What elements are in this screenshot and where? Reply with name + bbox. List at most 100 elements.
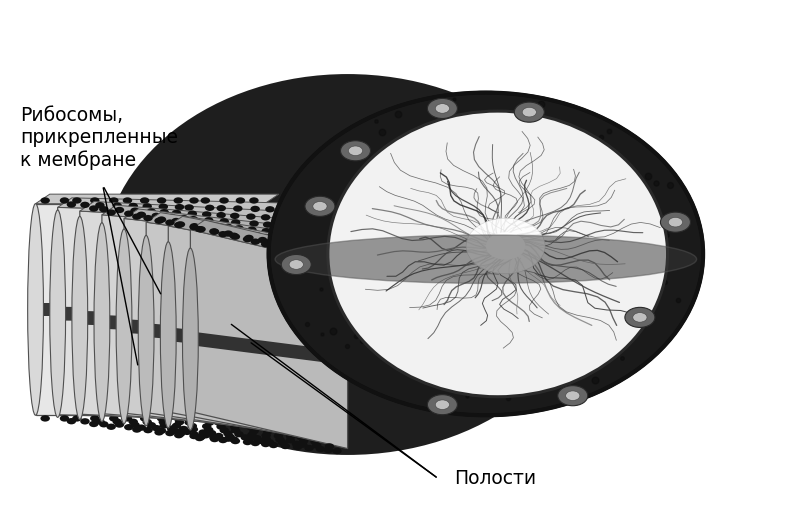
Ellipse shape — [28, 204, 43, 415]
Circle shape — [265, 206, 275, 213]
Polygon shape — [102, 205, 314, 231]
Circle shape — [250, 420, 260, 426]
Circle shape — [273, 230, 283, 236]
Circle shape — [244, 235, 254, 241]
Circle shape — [218, 231, 228, 238]
Circle shape — [660, 212, 690, 232]
Circle shape — [231, 438, 240, 444]
Circle shape — [324, 447, 333, 453]
Ellipse shape — [50, 210, 66, 417]
Circle shape — [152, 425, 161, 431]
Polygon shape — [36, 194, 279, 204]
Circle shape — [201, 225, 211, 231]
Circle shape — [204, 427, 213, 433]
Circle shape — [247, 226, 257, 233]
Circle shape — [427, 395, 457, 415]
Circle shape — [269, 442, 278, 448]
Circle shape — [201, 432, 211, 439]
Circle shape — [157, 197, 167, 204]
Circle shape — [263, 222, 273, 228]
Circle shape — [427, 98, 457, 118]
Circle shape — [233, 419, 243, 426]
Circle shape — [240, 230, 250, 236]
Circle shape — [285, 238, 295, 244]
Circle shape — [202, 211, 212, 217]
Circle shape — [218, 437, 228, 443]
Circle shape — [207, 222, 216, 229]
Ellipse shape — [116, 229, 132, 424]
Circle shape — [89, 421, 99, 427]
Circle shape — [250, 206, 260, 212]
Circle shape — [95, 202, 104, 208]
Polygon shape — [58, 207, 276, 420]
Circle shape — [278, 440, 288, 446]
Circle shape — [246, 424, 256, 431]
Circle shape — [261, 432, 271, 439]
Circle shape — [165, 220, 175, 226]
Circle shape — [435, 104, 450, 113]
Circle shape — [625, 307, 655, 327]
Circle shape — [224, 431, 233, 437]
Circle shape — [159, 419, 168, 425]
Circle shape — [435, 400, 450, 409]
Circle shape — [292, 444, 302, 450]
Circle shape — [184, 204, 194, 211]
Circle shape — [312, 442, 322, 449]
Circle shape — [109, 415, 118, 422]
Circle shape — [167, 214, 176, 220]
Circle shape — [247, 432, 257, 438]
Circle shape — [187, 211, 197, 217]
Circle shape — [171, 428, 181, 434]
Circle shape — [174, 197, 183, 204]
Polygon shape — [108, 315, 294, 337]
Circle shape — [130, 422, 140, 428]
Circle shape — [233, 205, 243, 212]
Circle shape — [246, 213, 256, 220]
Polygon shape — [152, 324, 318, 351]
Circle shape — [40, 197, 50, 204]
Circle shape — [132, 214, 141, 220]
Ellipse shape — [72, 216, 88, 419]
Circle shape — [263, 428, 273, 435]
Circle shape — [214, 433, 224, 439]
Circle shape — [160, 209, 169, 215]
Circle shape — [201, 197, 210, 204]
Circle shape — [195, 435, 205, 441]
Circle shape — [286, 231, 295, 238]
Circle shape — [66, 202, 76, 208]
Circle shape — [187, 423, 197, 429]
Circle shape — [66, 418, 76, 424]
Circle shape — [184, 419, 194, 425]
Circle shape — [179, 426, 188, 432]
Circle shape — [250, 239, 260, 245]
Circle shape — [190, 433, 199, 439]
Polygon shape — [146, 213, 338, 249]
Circle shape — [249, 197, 258, 204]
Circle shape — [261, 214, 270, 221]
Circle shape — [130, 207, 140, 214]
Circle shape — [190, 431, 199, 437]
Circle shape — [152, 213, 161, 219]
Ellipse shape — [466, 218, 545, 273]
Circle shape — [514, 102, 544, 122]
Circle shape — [276, 429, 285, 435]
Circle shape — [522, 107, 536, 117]
Circle shape — [182, 428, 192, 435]
Text: Полости: Полости — [454, 469, 536, 488]
Circle shape — [209, 228, 219, 234]
Circle shape — [107, 424, 116, 430]
Circle shape — [252, 435, 261, 441]
Circle shape — [81, 202, 90, 208]
Circle shape — [201, 415, 210, 422]
Polygon shape — [102, 215, 300, 430]
Circle shape — [275, 236, 284, 242]
Circle shape — [171, 218, 181, 224]
Circle shape — [156, 216, 166, 223]
Circle shape — [209, 435, 219, 441]
Circle shape — [124, 211, 134, 217]
Circle shape — [261, 441, 270, 447]
Circle shape — [316, 253, 325, 260]
Circle shape — [292, 243, 301, 250]
Circle shape — [240, 434, 250, 441]
Ellipse shape — [94, 223, 110, 422]
